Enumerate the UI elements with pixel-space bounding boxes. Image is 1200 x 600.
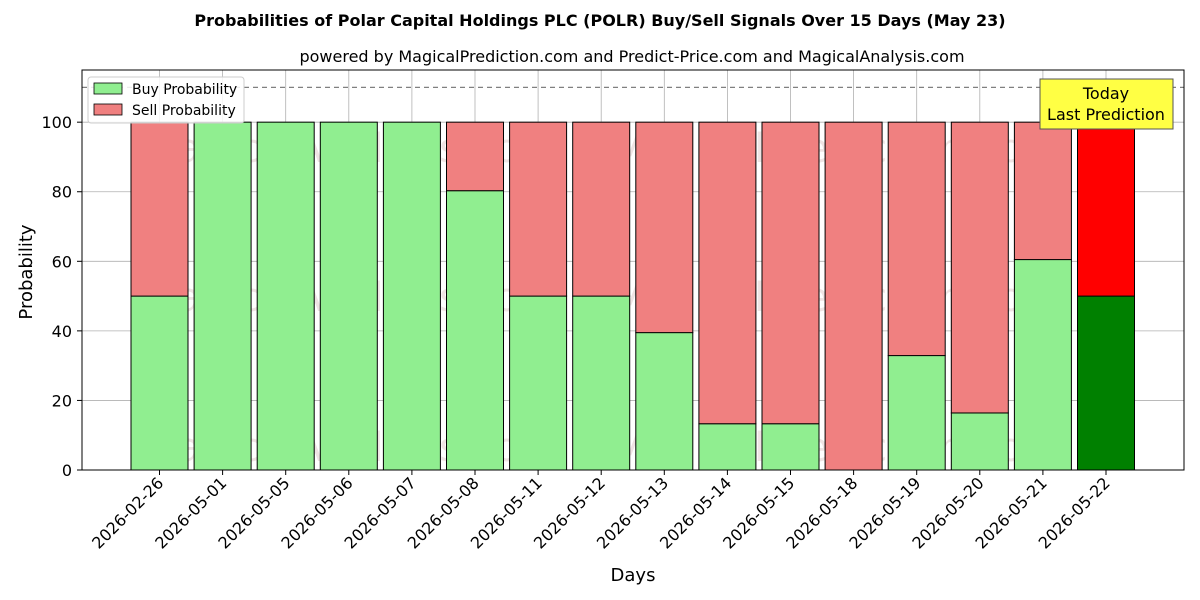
- bar-sell-2026-05-22: [1077, 121, 1135, 297]
- bar-sell-2026-05-15: [761, 121, 820, 425]
- bar-buy-2026-05-22: [1077, 295, 1135, 471]
- chart-subtitle: powered by MagicalPrediction.com and Pre…: [299, 47, 964, 66]
- y-axis: 0 20 40 60 80 100: [41, 113, 82, 480]
- legend-box: [87, 76, 245, 124]
- legend-swatch-sell: [93, 103, 123, 116]
- chart-title: Probabilities of Polar Capital Holdings …: [194, 11, 1005, 30]
- y-tick-label: 40: [52, 322, 72, 341]
- bar-sell-2026-05-21: [1013, 121, 1072, 261]
- legend-label-buy: Buy Probability: [132, 82, 237, 98]
- y-axis-label: Probability: [16, 224, 37, 319]
- bar-sell-2026-05-19: [887, 121, 946, 357]
- bar-buy-2026-05-08: [446, 190, 504, 471]
- today-annotation: Today Last Prediction: [1039, 78, 1174, 130]
- bar-sell-2026-02-26: [130, 121, 189, 297]
- y-tick-label: 100: [41, 113, 72, 132]
- bar-buy-2026-05-05: [256, 121, 315, 471]
- y-tick-label: 20: [52, 391, 72, 410]
- legend-label-sell: Sell Probability: [132, 103, 236, 119]
- bar-buy-2026-05-06: [319, 121, 378, 471]
- bar-buy-2026-05-14: [698, 423, 757, 471]
- bar-sell-2026-05-13: [635, 121, 694, 334]
- x-axis-label: Days: [611, 565, 656, 586]
- bar-sell-2026-05-12: [572, 121, 631, 297]
- bar-sell-2026-05-14: [698, 121, 757, 425]
- bar-buy-2026-05-19: [887, 355, 946, 471]
- y-tick-label: 80: [52, 183, 72, 202]
- x-axis: 2026-02-262026-05-012026-05-052026-05-06…: [88, 470, 1114, 553]
- bar-buy-2026-02-26: [130, 295, 189, 471]
- bar-sell-2026-05-08: [446, 121, 504, 192]
- plot-frame: [81, 69, 1185, 471]
- annotation-line1: Today: [1082, 84, 1129, 103]
- annotation-box: [1039, 78, 1174, 130]
- bar-buy-2026-05-12: [572, 295, 631, 471]
- bar-buy-2026-05-13: [635, 332, 694, 471]
- bar-sell-2026-05-18: [824, 121, 883, 471]
- y-tick-label: 60: [52, 252, 72, 271]
- annotation-line2: Last Prediction: [1047, 105, 1165, 124]
- bar-buy-2026-05-07: [382, 121, 441, 471]
- legend: Buy Probability Sell Probability: [87, 76, 245, 124]
- bar-sell-2026-05-20: [950, 121, 1009, 414]
- y-tick-label: 0: [62, 461, 72, 480]
- bar-sell-2026-05-11: [509, 121, 568, 297]
- bars: [130, 121, 1135, 471]
- bar-buy-2026-05-15: [761, 423, 820, 471]
- bar-buy-2026-05-11: [509, 295, 568, 471]
- legend-swatch-buy: [93, 82, 123, 95]
- bar-buy-2026-05-01: [193, 121, 252, 471]
- bar-buy-2026-05-20: [950, 412, 1009, 471]
- bar-buy-2026-05-21: [1013, 259, 1072, 471]
